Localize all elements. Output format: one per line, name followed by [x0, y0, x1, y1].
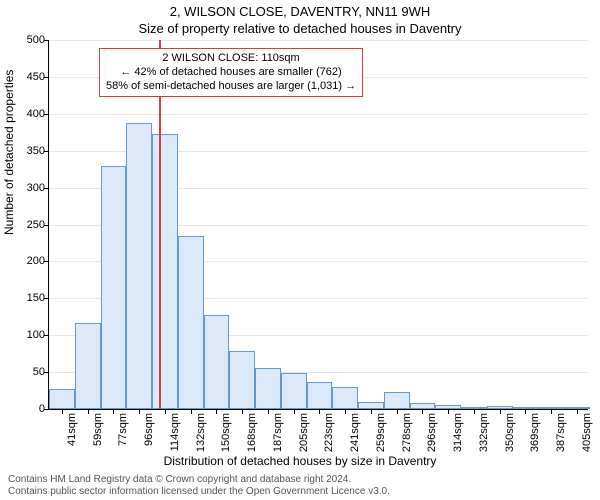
xtick-label: 187sqm — [272, 413, 284, 452]
histogram-bar — [101, 166, 127, 409]
xtick-label: 59sqm — [92, 413, 104, 446]
xtick-label: 132sqm — [195, 413, 207, 452]
ytick-label: 0 — [39, 403, 45, 415]
xtick-mark — [165, 409, 166, 414]
histogram-bar — [204, 315, 230, 409]
histogram-plot: 05010015020025030035040045050041sqm59sqm… — [48, 40, 588, 410]
x-axis-label: Distribution of detached houses by size … — [0, 454, 600, 468]
xtick-label: 405sqm — [581, 413, 593, 452]
ytick-label: 250 — [27, 219, 45, 231]
xtick-label: 168sqm — [246, 413, 258, 452]
ytick-label: 300 — [27, 182, 45, 194]
page-title-line2: Size of property relative to detached ho… — [0, 21, 600, 36]
page-title-line1: 2, WILSON CLOSE, DAVENTRY, NN11 9WH — [0, 4, 600, 19]
xtick-label: 241sqm — [349, 413, 361, 452]
xtick-mark — [500, 409, 501, 414]
histogram-bar — [281, 373, 307, 409]
histogram-bar — [126, 123, 152, 409]
xtick-mark — [422, 409, 423, 414]
xtick-label: 114sqm — [169, 413, 181, 451]
xtick-label: 223sqm — [323, 413, 335, 452]
xtick-mark — [397, 409, 398, 414]
histogram-bar — [384, 392, 410, 409]
xtick-label: 387sqm — [555, 413, 567, 452]
xtick-mark — [113, 409, 114, 414]
histogram-bar — [75, 323, 101, 409]
xtick-mark — [191, 409, 192, 414]
histogram-bar — [332, 387, 358, 409]
xtick-mark — [577, 409, 578, 414]
xtick-mark — [345, 409, 346, 414]
y-axis-label: Number of detached properties — [2, 70, 16, 235]
ytick-label: 50 — [33, 366, 45, 378]
xtick-label: 369sqm — [529, 413, 541, 452]
xtick-label: 296sqm — [426, 413, 438, 452]
annotation-line: 58% of semi-detached houses are larger (… — [106, 80, 356, 94]
xtick-label: 314sqm — [452, 413, 464, 452]
ytick-label: 350 — [27, 145, 45, 157]
xtick-mark — [242, 409, 243, 414]
xtick-label: 96sqm — [143, 413, 155, 446]
xtick-label: 350sqm — [504, 413, 516, 452]
xtick-mark — [551, 409, 552, 414]
xtick-mark — [62, 409, 63, 414]
xtick-mark — [139, 409, 140, 414]
ytick-label: 400 — [27, 108, 45, 120]
ytick-label: 500 — [27, 34, 45, 46]
xtick-mark — [371, 409, 372, 414]
xtick-label: 278sqm — [401, 413, 413, 452]
xtick-mark — [216, 409, 217, 414]
ytick-label: 150 — [27, 292, 45, 304]
xtick-mark — [268, 409, 269, 414]
histogram-bar — [229, 351, 255, 409]
gridline — [49, 114, 588, 115]
xtick-mark — [319, 409, 320, 414]
xtick-mark — [88, 409, 89, 414]
annotation-box: 2 WILSON CLOSE: 110sqm← 42% of detached … — [99, 48, 363, 97]
xtick-label: 41sqm — [66, 413, 78, 446]
histogram-bar — [178, 236, 204, 409]
xtick-label: 205sqm — [298, 413, 310, 452]
xtick-label: 332sqm — [478, 413, 490, 452]
xtick-label: 259sqm — [375, 413, 387, 452]
xtick-label: 77sqm — [117, 413, 129, 446]
xtick-mark — [525, 409, 526, 414]
histogram-bar — [152, 134, 178, 409]
xtick-mark — [294, 409, 295, 414]
gridline — [49, 40, 588, 41]
histogram-bar — [255, 368, 281, 409]
footer-copyright-1: Contains HM Land Registry data © Crown c… — [8, 474, 351, 485]
xtick-mark — [474, 409, 475, 414]
histogram-bar — [307, 382, 333, 409]
ytick-label: 450 — [27, 71, 45, 83]
histogram-bar — [49, 389, 75, 409]
annotation-line: 2 WILSON CLOSE: 110sqm — [106, 52, 356, 66]
ytick-label: 100 — [27, 329, 45, 341]
annotation-line: ← 42% of detached houses are smaller (76… — [106, 66, 356, 80]
ytick-label: 200 — [27, 255, 45, 267]
histogram-bar — [358, 402, 384, 409]
footer-copyright-2: Contains public sector information licen… — [8, 486, 390, 497]
xtick-mark — [448, 409, 449, 414]
xtick-label: 150sqm — [220, 413, 232, 452]
